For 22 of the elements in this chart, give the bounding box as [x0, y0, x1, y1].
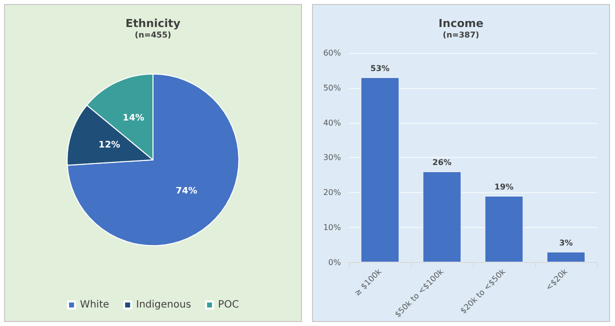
chart-title: Ethnicity	[126, 17, 180, 30]
y-tick-label: 10%	[323, 222, 342, 232]
legend-label: POC	[218, 300, 239, 310]
chart-subtitle: (n=387)	[442, 30, 480, 40]
data-label: 14%	[122, 113, 144, 124]
chart-title: Income	[438, 17, 484, 30]
data-label: 26%	[432, 158, 452, 168]
y-tick-label: 40%	[323, 118, 342, 128]
data-label: 12%	[98, 140, 120, 151]
y-tick-label: 20%	[323, 188, 342, 198]
data-label: 74%	[176, 186, 198, 196]
y-tick-label: 50%	[323, 83, 342, 92]
legend-label: White	[80, 300, 110, 310]
bar	[546, 252, 586, 262]
data-label: 3%	[559, 238, 573, 248]
data-label: 53%	[370, 64, 390, 73]
chart-subtitle: (n=455)	[134, 30, 172, 40]
y-tick-label: 60%	[323, 48, 342, 58]
y-tick-label: 30%	[323, 153, 342, 162]
legend-label: Indigenous	[136, 300, 192, 310]
y-tick-label: 0%	[328, 258, 342, 267]
data-label: 19%	[494, 182, 514, 192]
